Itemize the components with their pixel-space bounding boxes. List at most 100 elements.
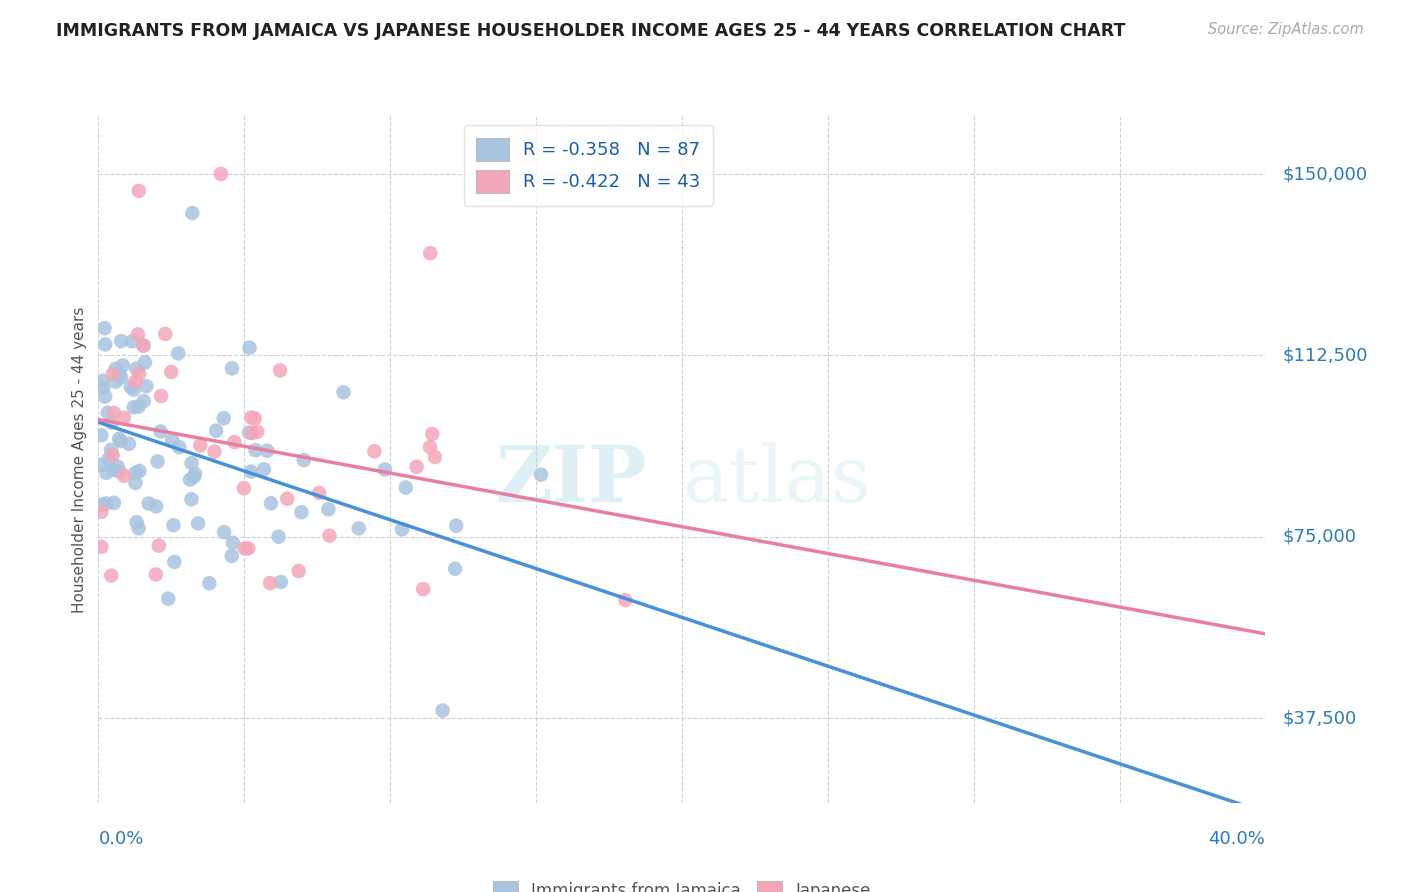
- Point: [145, 567, 167, 582]
- Point: [221, 361, 243, 376]
- Point: [146, 454, 169, 468]
- Text: $75,000: $75,000: [1282, 528, 1357, 546]
- Point: [104, 361, 127, 376]
- Point: [233, 541, 256, 556]
- Point: [163, 555, 186, 569]
- Point: [224, 435, 246, 450]
- Point: [209, 167, 232, 181]
- Point: [150, 389, 173, 403]
- Point: [157, 591, 180, 606]
- Point: [183, 470, 205, 484]
- Point: [412, 582, 434, 596]
- Point: [276, 491, 298, 506]
- Text: $150,000: $150,000: [1282, 165, 1368, 183]
- Point: [287, 564, 309, 578]
- Point: [90, 540, 112, 554]
- Point: [148, 539, 170, 553]
- Point: [103, 406, 125, 420]
- Point: [267, 530, 290, 544]
- Point: [110, 434, 132, 448]
- Point: [124, 475, 146, 490]
- Point: [121, 334, 143, 349]
- Point: [128, 521, 150, 535]
- Point: [308, 486, 330, 500]
- Point: [103, 496, 125, 510]
- Point: [432, 704, 454, 718]
- Point: [97, 406, 120, 420]
- Point: [120, 380, 142, 394]
- Point: [238, 341, 260, 355]
- Point: [204, 444, 226, 458]
- Text: 0.0%: 0.0%: [98, 830, 143, 848]
- Point: [128, 367, 150, 381]
- Point: [108, 368, 131, 382]
- Point: [444, 562, 467, 576]
- Point: [160, 433, 183, 447]
- Point: [112, 410, 135, 425]
- Point: [221, 549, 243, 563]
- Point: [270, 574, 292, 589]
- Point: [318, 502, 340, 516]
- Legend: Immigrants from Jamaica, Japanese: Immigrants from Jamaica, Japanese: [484, 873, 880, 892]
- Point: [110, 370, 132, 384]
- Point: [96, 496, 118, 510]
- Point: [332, 385, 354, 400]
- Point: [112, 468, 135, 483]
- Point: [243, 411, 266, 425]
- Point: [290, 505, 312, 519]
- Point: [395, 481, 418, 495]
- Point: [162, 518, 184, 533]
- Point: [222, 536, 245, 550]
- Point: [198, 576, 221, 591]
- Point: [212, 411, 235, 425]
- Text: 40.0%: 40.0%: [1209, 830, 1265, 848]
- Text: ZIP: ZIP: [495, 442, 647, 518]
- Point: [184, 467, 207, 481]
- Point: [124, 466, 146, 480]
- Point: [90, 458, 112, 472]
- Point: [239, 465, 262, 479]
- Point: [363, 444, 385, 458]
- Point: [242, 425, 264, 440]
- Text: Source: ZipAtlas.com: Source: ZipAtlas.com: [1208, 22, 1364, 37]
- Point: [138, 496, 160, 510]
- Point: [245, 443, 267, 458]
- Point: [212, 525, 235, 540]
- Point: [91, 380, 114, 394]
- Point: [103, 463, 125, 477]
- Point: [90, 505, 112, 519]
- Point: [108, 432, 131, 446]
- Point: [188, 438, 211, 452]
- Point: [100, 568, 122, 582]
- Text: atlas: atlas: [682, 442, 870, 518]
- Point: [94, 389, 117, 403]
- Text: $37,500: $37,500: [1282, 709, 1357, 727]
- Point: [614, 593, 637, 607]
- Point: [127, 327, 149, 342]
- Point: [122, 401, 145, 415]
- Point: [205, 424, 228, 438]
- Point: [132, 338, 155, 352]
- Point: [180, 492, 202, 507]
- Point: [232, 481, 254, 495]
- Point: [238, 541, 260, 556]
- Point: [347, 521, 370, 535]
- Point: [181, 206, 204, 220]
- Point: [125, 361, 148, 376]
- Point: [419, 440, 441, 454]
- Point: [101, 368, 124, 382]
- Point: [125, 515, 148, 529]
- Point: [128, 400, 150, 414]
- Text: $112,500: $112,500: [1282, 346, 1368, 365]
- Point: [253, 462, 276, 476]
- Point: [374, 462, 396, 476]
- Point: [167, 346, 190, 360]
- Point: [180, 456, 202, 470]
- Point: [104, 375, 127, 389]
- Point: [444, 518, 467, 533]
- Point: [134, 355, 156, 369]
- Point: [179, 473, 201, 487]
- Point: [91, 498, 114, 512]
- Point: [108, 465, 131, 479]
- Point: [97, 451, 120, 466]
